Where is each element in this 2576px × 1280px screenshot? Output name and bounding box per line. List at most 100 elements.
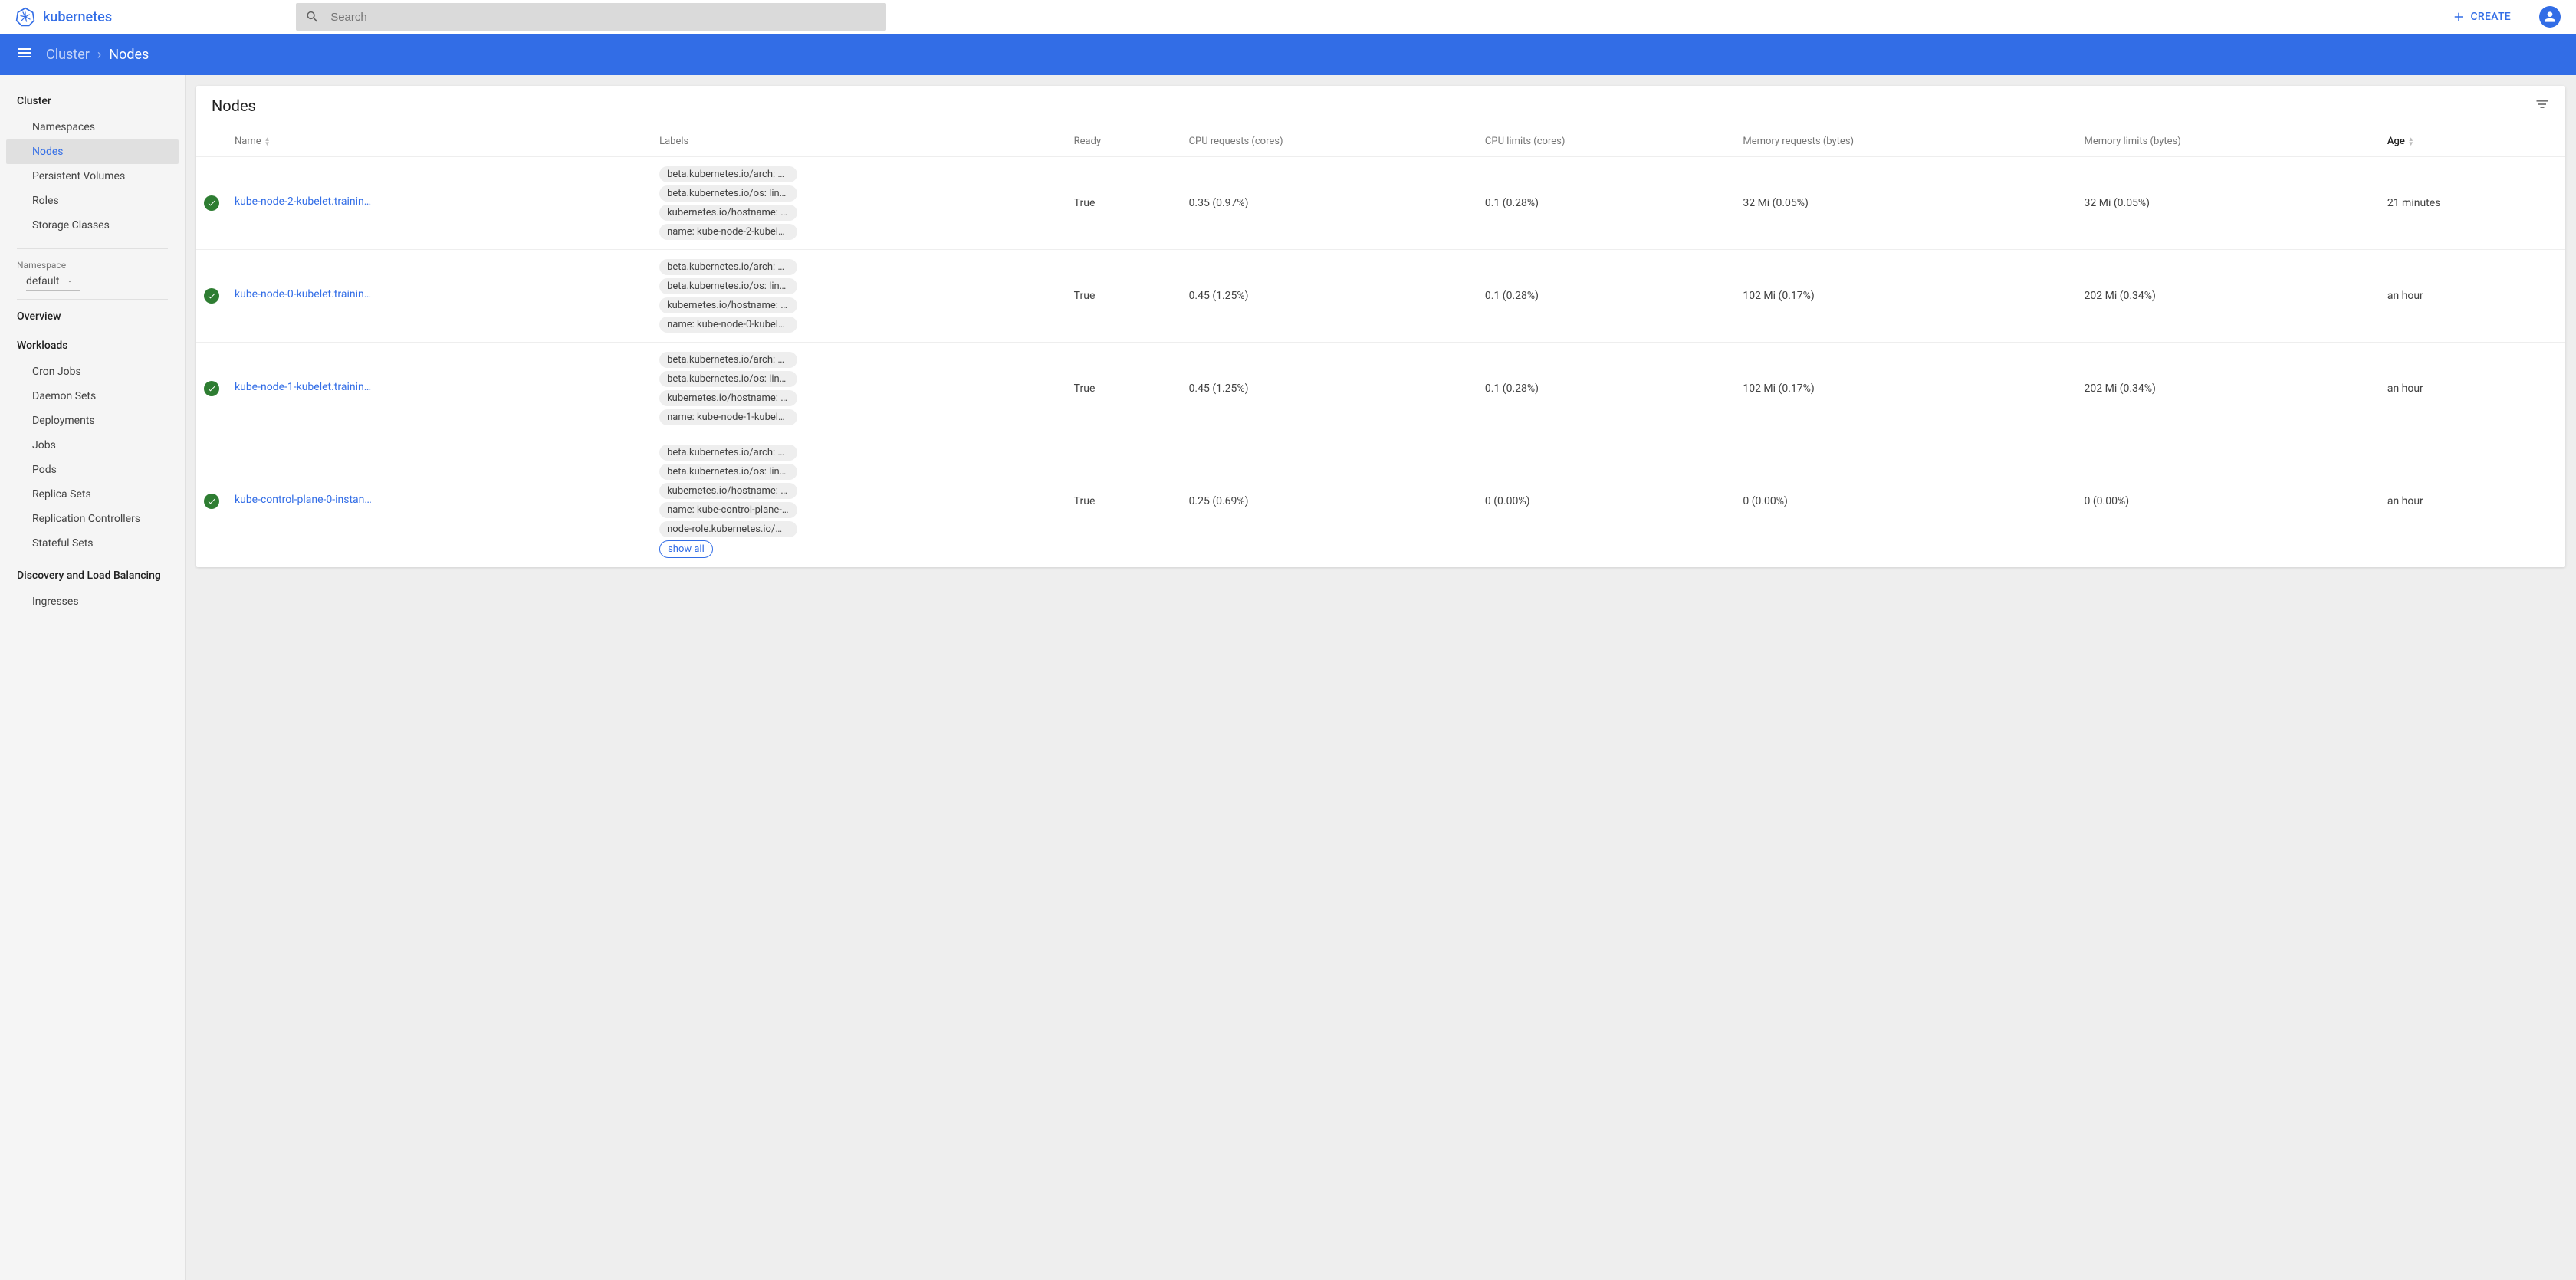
sidebar-item-jobs[interactable]: Jobs [6,433,179,458]
sidebar-item-stateful-sets[interactable]: Stateful Sets [6,531,179,556]
cell-age: an hour [2380,435,2565,568]
label-chip: beta.kubernetes.io/arch: am… [659,259,797,275]
sidebar: Cluster NamespacesNodesPersistent Volume… [0,75,186,1280]
cell-ready: True [1066,157,1181,250]
col-age[interactable]: Age▲▼ [2380,126,2565,157]
sidebar-item-pods[interactable]: Pods [6,458,179,482]
cell-cpu_lim: 0.1 (0.28%) [1477,157,1735,250]
search-input[interactable] [330,11,877,24]
col-mem-lim: Memory limits (bytes) [2077,126,2380,157]
nodes-card: Nodes Name▲▼ Labels Ready CPU requests (… [196,86,2565,567]
cell-ready: True [1066,250,1181,343]
sort-icon: ▲▼ [2408,137,2414,146]
cell-mem_req: 102 Mi (0.17%) [1735,250,2076,343]
col-cpu-req: CPU requests (cores) [1181,126,1477,157]
user-icon [2542,9,2558,25]
sidebar-heading-overview[interactable]: Overview [0,306,185,330]
status-ok-icon [204,381,219,396]
table-row: kube-node-2-kubelet.trainingprc beta.kube… [196,157,2565,250]
label-chip: beta.kubernetes.io/arch: am… [659,352,797,368]
cell-mem_lim: 32 Mi (0.05%) [2077,157,2380,250]
cell-cpu_req: 0.45 (1.25%) [1181,343,1477,435]
sidebar-heading-workloads[interactable]: Workloads [0,335,185,359]
cell-cpu_req: 0.45 (1.25%) [1181,250,1477,343]
node-link[interactable]: kube-node-2-kubelet.trainingprc [235,195,376,208]
namespace-select[interactable]: default [26,275,80,291]
col-name[interactable]: Name▲▼ [227,126,652,157]
sidebar-item-persistent-volumes[interactable]: Persistent Volumes [6,164,179,189]
search-icon [305,9,320,25]
content: Nodes Name▲▼ Labels Ready CPU requests (… [186,75,2576,1280]
status-ok-icon [204,195,219,211]
col-mem-req: Memory requests (bytes) [1735,126,2076,157]
cell-age: an hour [2380,343,2565,435]
sidebar-item-namespaces[interactable]: Namespaces [6,115,179,139]
cell-mem_lim: 202 Mi (0.34%) [2077,343,2380,435]
create-button[interactable]: CREATE [2452,10,2511,24]
label-chip: kubernetes.io/hostname: kub. [659,297,797,313]
label-chip: kubernetes.io/hostname: kub. [659,483,797,499]
breadcrumb-section[interactable]: Cluster [46,47,90,63]
filter-icon [2535,97,2550,112]
search-box[interactable] [296,3,886,31]
table-row: kube-control-plane-0-instance.tbeta.kube… [196,435,2565,568]
divider [17,299,168,300]
cell-ready: True [1066,435,1181,568]
cell-cpu_lim: 0 (0.00%) [1477,435,1735,568]
table-row: kube-node-0-kubelet.trainingprc beta.kube… [196,250,2565,343]
logo[interactable]: kubernetes [15,7,112,27]
sidebar-item-roles[interactable]: Roles [6,189,179,213]
label-chip: node-role.kubernetes.io/mas. [659,521,797,537]
breadcrumb-page: Nodes [109,47,149,63]
cell-ready: True [1066,343,1181,435]
filter-button[interactable] [2535,97,2550,115]
status-ok-icon [204,288,219,304]
topbar: kubernetes CREATE [0,0,2576,34]
node-link[interactable]: kube-node-1-kubelet.trainingprc [235,381,376,393]
cell-mem_req: 102 Mi (0.17%) [1735,343,2076,435]
sidebar-item-daemon-sets[interactable]: Daemon Sets [6,384,179,409]
hamburger-icon [15,44,34,62]
cell-age: an hour [2380,250,2565,343]
chevron-right-icon: › [97,47,101,63]
sidebar-item-deployments[interactable]: Deployments [6,409,179,433]
label-chip: kubernetes.io/hostname: kub. [659,390,797,406]
node-link[interactable]: kube-node-0-kubelet.trainingprc [235,288,376,300]
menu-toggle[interactable] [15,44,34,65]
label-chip: beta.kubernetes.io/arch: am… [659,166,797,182]
top-actions: CREATE [2452,6,2561,28]
col-cpu-lim: CPU limits (cores) [1477,126,1735,157]
user-menu[interactable] [2539,6,2561,28]
cell-mem_req: 0 (0.00%) [1735,435,2076,568]
brand-text: kubernetes [43,9,112,25]
card-title: Nodes [212,97,256,115]
breadcrumb-bar: Cluster › Nodes [0,34,2576,75]
label-chip: name: kube-control-plane-0-i… [659,502,797,518]
show-all-button[interactable]: show all [659,540,713,558]
col-ready: Ready [1066,126,1181,157]
create-label: CREATE [2470,11,2511,23]
label-chip: beta.kubernetes.io/os: linux [659,185,797,202]
label-chip: name: kube-node-0-kubelet.tr. [659,317,797,333]
sidebar-item-replica-sets[interactable]: Replica Sets [6,482,179,507]
cell-cpu_req: 0.25 (0.69%) [1181,435,1477,568]
search-container [296,3,886,31]
sidebar-item-nodes[interactable]: Nodes [6,139,179,164]
label-chip: beta.kubernetes.io/os: linux [659,371,797,387]
status-ok-icon [204,494,219,509]
label-chip: beta.kubernetes.io/os: linux [659,278,797,294]
sidebar-item-replication-controllers[interactable]: Replication Controllers [6,507,179,531]
node-link[interactable]: kube-control-plane-0-instance.t [235,494,376,506]
sidebar-item-ingresses[interactable]: Ingresses [6,589,179,614]
table-row: kube-node-1-kubelet.trainingprc beta.kube… [196,343,2565,435]
label-chip: kubernetes.io/hostname: kub. [659,205,797,221]
main: Cluster NamespacesNodesPersistent Volume… [0,75,2576,1280]
namespace-value: default [26,275,60,287]
kubernetes-icon [15,7,35,27]
sidebar-item-storage-classes[interactable]: Storage Classes [6,213,179,238]
sidebar-heading-discovery[interactable]: Discovery and Load Balancing [0,565,185,589]
sidebar-heading-cluster: Cluster [0,90,185,115]
namespace-label: Namespace [0,255,185,272]
cell-cpu_lim: 0.1 (0.28%) [1477,343,1735,435]
sidebar-item-cron-jobs[interactable]: Cron Jobs [6,359,179,384]
